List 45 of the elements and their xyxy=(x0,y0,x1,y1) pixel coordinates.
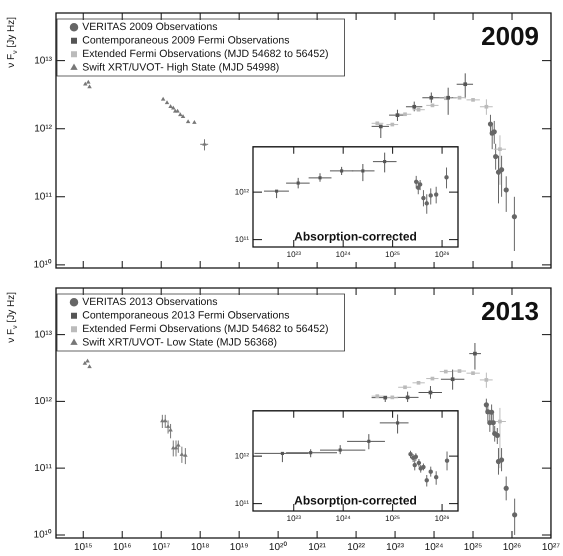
x-tick-label: 10²⁰ xyxy=(268,540,288,553)
y-tick-label: 10¹² xyxy=(34,396,53,408)
legend-label: VERITAS 2013 Observations xyxy=(82,296,218,308)
x-tick-label: 10²⁵ xyxy=(385,250,400,260)
annotation: 2013 xyxy=(481,296,539,326)
text: Absorption-corrected xyxy=(294,229,417,244)
x-tick-label: 10²⁴ xyxy=(336,250,352,260)
x-tick-label: 10¹⁵ xyxy=(74,542,93,553)
y-tick-label: 10¹² xyxy=(234,187,250,196)
x-tick-label: 10²⁴ xyxy=(424,542,444,553)
x-tick-label: 10¹⁶ xyxy=(112,542,132,553)
legend-label: Swift XRT/UVOT- High State (MJD 54998) xyxy=(82,62,280,74)
text: Absorption-corrected xyxy=(294,493,417,508)
y-tick-label: 10¹¹ xyxy=(234,234,250,244)
y-tick-label: 10¹⁰ xyxy=(34,528,52,541)
x-tick-label: 10²³ xyxy=(386,542,405,553)
legend-label: Contemporaneous 2009 Fermi Observations xyxy=(82,34,290,47)
x-tick-label: 10²² xyxy=(347,542,366,553)
y-tick-label: 10¹³ xyxy=(34,329,53,340)
y-tick-label: 10¹¹ xyxy=(34,462,53,474)
legend-label: VERITAS 2009 Observations xyxy=(82,21,218,34)
x-tick-label: 10²¹ xyxy=(308,542,327,553)
x-tick-label: 10¹⁷ xyxy=(152,542,171,553)
x-tick-label: 10²³ xyxy=(286,514,302,524)
annotation: 2009 xyxy=(481,21,539,52)
y-tick-label: 10¹¹ xyxy=(34,192,53,203)
x-tick-label: 10²⁶ xyxy=(502,542,522,553)
x-tick-label: 10¹⁹ xyxy=(230,542,249,553)
x-tick-label: 10²⁴ xyxy=(336,514,352,524)
x-tick-label: 10²⁵ xyxy=(464,542,482,553)
legend-label: Swift XRT/UVOT- Low State (MJD 56368) xyxy=(82,336,277,349)
x-tick-label: 10²⁶ xyxy=(434,250,450,260)
y-tick-label: 10¹⁰ xyxy=(34,258,52,271)
x-tick-label: 10²⁷ xyxy=(542,542,560,553)
x-tick-label: 10²³ xyxy=(286,250,302,260)
legend-label: Extended Fermi Observations (MJD 54682 to 56452) xyxy=(82,48,329,60)
y-tick-label: 10¹² xyxy=(34,123,53,134)
x-tick-label: 10¹⁸ xyxy=(190,542,210,553)
y-tick-label: 10¹³ xyxy=(34,55,53,66)
y-tick-label: 10¹¹ xyxy=(234,498,250,508)
x-tick-label: 10²⁵ xyxy=(385,514,400,524)
y-tick-label: 10¹² xyxy=(234,451,250,460)
x-tick-label: 10²⁶ xyxy=(434,514,450,524)
legend-label: Contemporaneous 2013 Fermi Observations xyxy=(82,310,290,322)
legend-label: Extended Fermi Observations (MJD 54682 to 56452) xyxy=(82,323,329,336)
